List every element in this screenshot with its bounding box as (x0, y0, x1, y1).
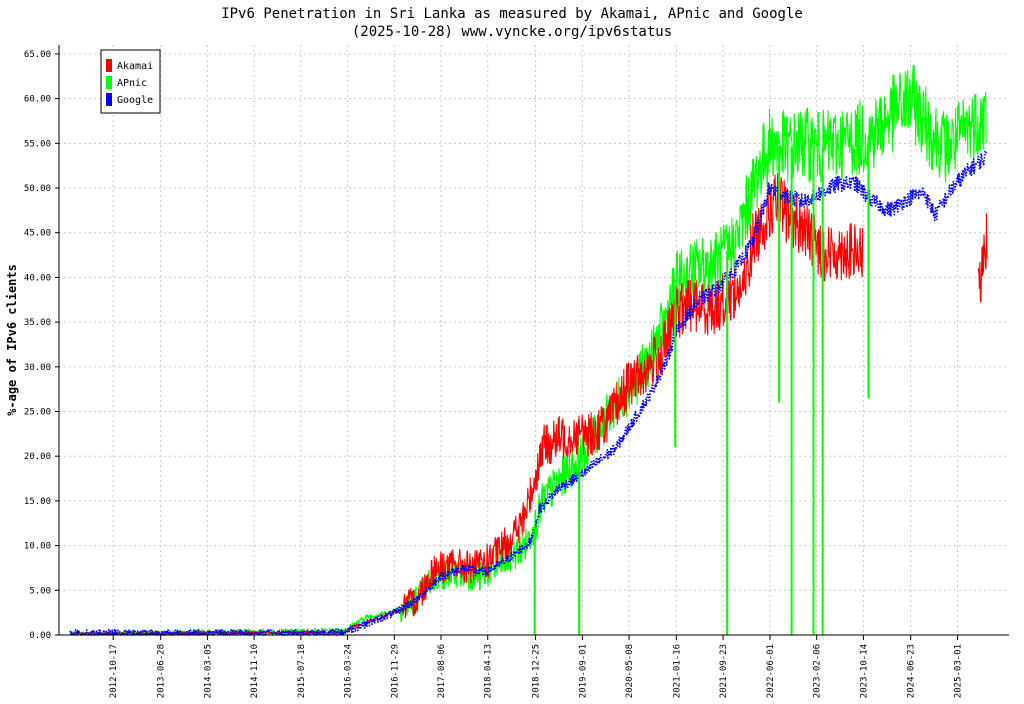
y-tick-label: 35.00 (24, 318, 51, 328)
series-layer (69, 65, 988, 636)
axes (55, 45, 1009, 640)
legend-items: Akamai APnic Google (106, 59, 153, 106)
y-tick-label: 40.00 (24, 273, 51, 283)
y-tick-label: 5.00 (29, 586, 51, 596)
x-tick-label: 2021-01-16 (672, 644, 682, 698)
x-tick-label: 2016-11-29 (390, 644, 400, 698)
x-tick-label: 2015-07-18 (297, 644, 307, 698)
x-tick-label: 2017-08-06 (437, 644, 447, 698)
y-tick-label: 60.00 (24, 95, 51, 105)
legend-label: Akamai (117, 61, 153, 72)
chart-subtitle: (2025-10-28) www.vyncke.org/ipv6status (352, 24, 672, 40)
x-tick-label: 2020-05-08 (625, 644, 635, 698)
legend-swatch (106, 59, 112, 72)
legend-swatch (106, 93, 112, 106)
x-tick-label: 2018-12-25 (532, 644, 542, 698)
y-tick-label: 65.00 (24, 50, 51, 60)
y-tick-label: 20.00 (24, 452, 51, 462)
x-tick-label: 2023-02-06 (813, 644, 823, 698)
x-tick-label: 2012-10-17 (109, 644, 119, 698)
x-tick-label: 2016-03-24 (344, 644, 354, 698)
y-tick-label: 50.00 (24, 184, 51, 194)
legend: Akamai APnic Google (100, 49, 161, 114)
legend-label: Google (117, 95, 153, 106)
x-tick-label: 2021-09-23 (719, 644, 729, 698)
legend-swatch (106, 76, 112, 89)
x-tick-label: 2019-09-01 (578, 644, 588, 698)
x-tick-label: 2025-03-01 (954, 644, 964, 698)
x-tick-label: 2024-06-23 (907, 644, 917, 698)
x-tick-labels: 2012-10-17 2013-06-28 2014-03-05 2014-11-10… (109, 644, 963, 698)
y-axis-label: %-age of IPv6 clients (5, 264, 19, 416)
y-tick-label: 55.00 (24, 139, 51, 149)
y-tick-label: 25.00 (24, 408, 51, 418)
y-tick-label: 30.00 (24, 363, 51, 373)
x-tick-label: 2018-04-13 (484, 644, 494, 698)
series-line-akamai (69, 172, 988, 636)
y-tick-labels: 0.00 5.00 10.00 15.00 20.00 25.00 30.00 35.00 40… (24, 50, 51, 641)
y-tick-label: 0.00 (29, 631, 51, 641)
x-tick-label: 2014-03-05 (203, 644, 213, 698)
series-line-google (69, 150, 987, 636)
x-tick-label: 2013-06-28 (157, 644, 167, 698)
x-tick-label: 2014-11-10 (250, 644, 260, 698)
x-tick-label: 2022-06-01 (766, 644, 776, 698)
chart-title: IPv6 Penetration in Sri Lanka as measure… (221, 6, 803, 22)
legend-label: APnic (117, 78, 147, 89)
x-tick-label: 2023-10-14 (859, 644, 869, 698)
y-tick-label: 45.00 (24, 229, 51, 239)
y-tick-label: 15.00 (24, 497, 51, 507)
y-tick-label: 10.00 (24, 542, 51, 552)
